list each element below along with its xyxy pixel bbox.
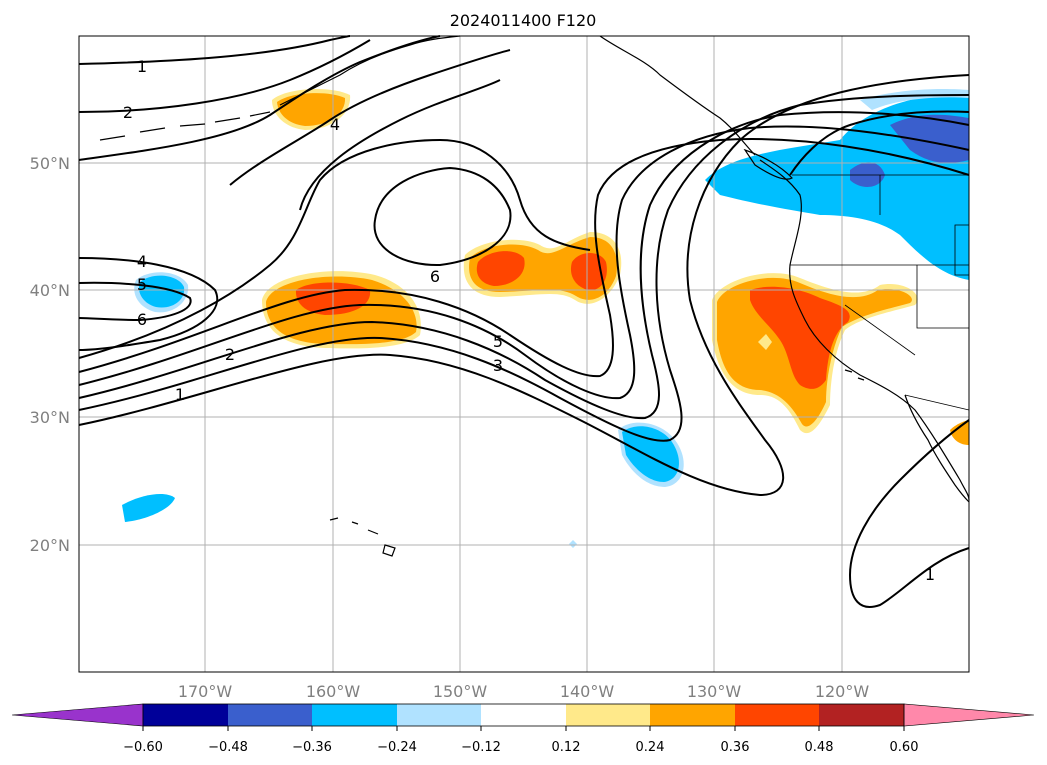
contour-line-outer-trough [78, 74, 970, 497]
chart-title: 2024011400 F120 [450, 11, 597, 30]
anomaly-fill-west-blue-core [138, 275, 185, 308]
contour-line-trough-4 [78, 125, 970, 400]
lat-label: 30°N [30, 408, 70, 427]
contour-line-trough-2 [78, 94, 970, 442]
contour-line-west-low-mid [78, 281, 192, 322]
colorbar-tick-label: 0.24 [636, 740, 665, 755]
contour-line-west-low-outer [78, 257, 218, 351]
coastline-vancouver-island [743, 148, 793, 180]
contour-label: 5 [137, 275, 147, 294]
colorbar-tick-label: 0.48 [805, 740, 834, 755]
contour-line-trough-5 [78, 138, 970, 378]
coastline-baja [904, 394, 970, 503]
contour-line-4-north [229, 49, 511, 186]
anomaly-fill-hawaii-west-blue [122, 494, 175, 522]
coastline-pacific-northwest [759, 159, 970, 501]
anomaly-fill-northwest-blue-inner2 [850, 162, 885, 187]
colorbar-tick-label: −0.24 [377, 740, 417, 755]
lon-label: 170°W [178, 682, 233, 701]
border-state-4 [844, 304, 916, 356]
coastline-aleutians [99, 111, 271, 141]
anomaly-fill-california-red [750, 286, 850, 389]
contour-line-ridge-6 [78, 138, 591, 359]
lat-label: 20°N [30, 536, 70, 555]
lon-label: 130°W [687, 682, 742, 701]
contour-line-2-north [78, 39, 371, 113]
colorbar: −0.60 −0.48 −0.36 −0.24 −0.12 0.12 0.24 … [11, 703, 1035, 755]
colorbar-extend-high [903, 703, 1035, 727]
contour-line-3-north [78, 35, 441, 161]
contour-line-1-north [78, 35, 351, 65]
colorbar-segment [312, 704, 397, 726]
contour-line-northeast [789, 110, 970, 176]
colorbar-tick-label: −0.48 [208, 740, 248, 755]
lon-label: 160°W [306, 682, 361, 701]
anomaly-fill-california-white-hole [758, 334, 772, 350]
colorbar-segment [735, 704, 819, 726]
map-panel: 1 2 4 4 5 6 2 1 6 5 3 1 [78, 35, 970, 673]
coastline-channel-islands [844, 369, 865, 381]
colorbar-tick-label: −0.12 [461, 740, 501, 755]
contour-line-6-loop [373, 166, 512, 267]
contour-label: 4 [330, 115, 340, 134]
colorbar-tick-label: 0.12 [552, 740, 581, 755]
contour-line-southeast [848, 419, 970, 608]
contour-label: 4 [137, 252, 147, 271]
colorbar-segment [819, 704, 904, 726]
coastline-alaska-panhandle [599, 35, 756, 156]
border-us-mexico [904, 394, 970, 411]
anomaly-fill-northeast-pacific-red-a [476, 251, 525, 286]
political-borders [790, 174, 970, 411]
colorbar-segment [481, 704, 566, 726]
lat-label: 50°N [30, 154, 70, 173]
lon-label: 140°W [560, 682, 615, 701]
anomaly-fill-northwest-blue-inner [890, 114, 969, 163]
border-state-3 [916, 265, 969, 329]
contour-label: 2 [225, 345, 235, 364]
colorbar-ticks [142, 726, 905, 731]
colorbar-tick-label: −0.60 [123, 740, 163, 755]
colorbar-segment [228, 704, 312, 726]
colorbar-segment [566, 704, 650, 726]
colorbar-segment [650, 704, 735, 726]
anomaly-fill-baja-orange [950, 420, 969, 445]
colorbar-tick-label: 0.36 [721, 740, 750, 755]
map-frame [78, 35, 970, 673]
colorbar-tick-label: −0.36 [292, 740, 332, 755]
colorbar-tick-label: 0.60 [890, 740, 919, 755]
positive-anomaly-fills [262, 88, 969, 445]
contour-labels: 1 2 4 4 5 6 2 1 6 5 3 1 [123, 57, 935, 584]
lon-label: 120°W [815, 682, 870, 701]
latitude-labels: 50°N 40°N 30°N 20°N [30, 154, 70, 555]
anomaly-fill-tiny-blue [569, 540, 577, 548]
contour-label: 6 [430, 267, 440, 286]
contour-line-5-north [299, 79, 501, 211]
anomaly-fill-aleutian-orange-core [277, 93, 346, 126]
colorbar-segment [143, 704, 228, 726]
contour-line-trough-3 [78, 111, 970, 420]
contour-label: 1 [137, 57, 147, 76]
contour-lines [78, 35, 970, 608]
contour-label: 1 [175, 385, 185, 404]
coastline-hawaii [329, 517, 396, 557]
contour-label: 3 [493, 356, 503, 375]
colorbar-segment [397, 704, 481, 726]
colorbar-extend-low [11, 703, 144, 727]
anomaly-fill-northeast-pacific-red-b [570, 253, 607, 291]
longitude-labels: 170°W 160°W 150°W 140°W 130°W 120°W [178, 682, 870, 701]
lat-label: 40°N [30, 281, 70, 300]
contour-label: 6 [137, 310, 147, 329]
lon-label: 150°W [433, 682, 488, 701]
colorbar-frame [142, 703, 905, 727]
contour-label: 2 [123, 103, 133, 122]
contour-label: 5 [493, 332, 503, 351]
contour-label: 1 [925, 565, 935, 584]
